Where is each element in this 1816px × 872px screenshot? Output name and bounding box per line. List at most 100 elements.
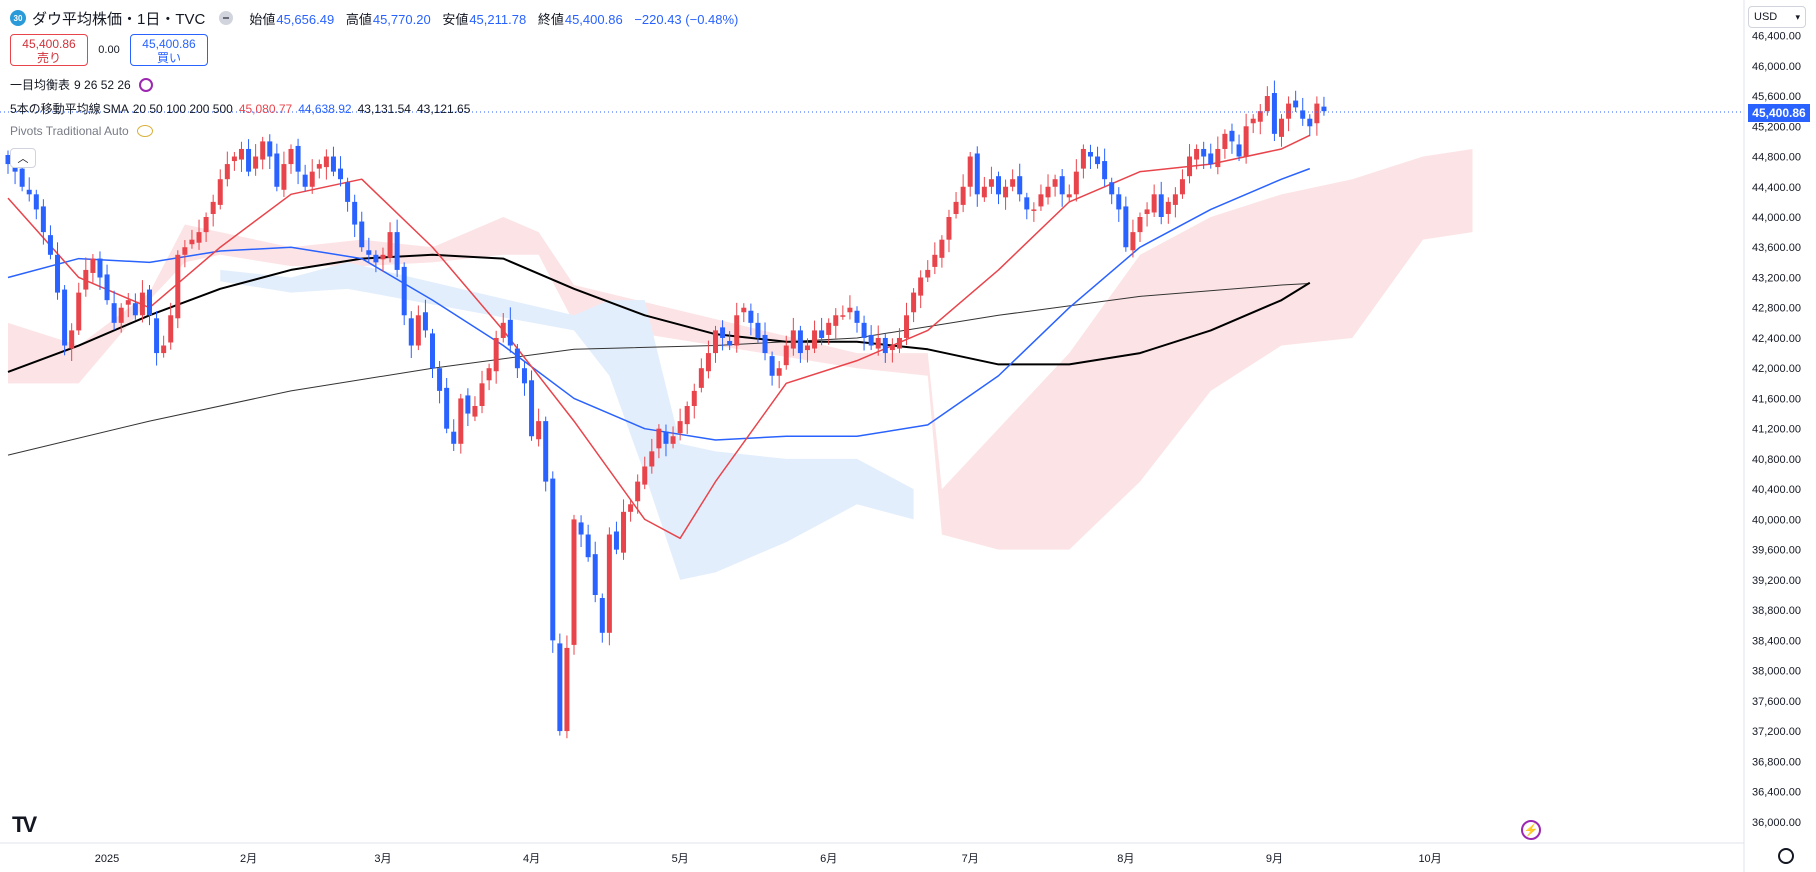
candle-body <box>988 179 994 187</box>
price-tick-label: 39,200.00 <box>1752 575 1801 587</box>
candle-body <box>981 186 987 198</box>
candle-body <box>663 431 669 444</box>
candle-body <box>1130 232 1136 251</box>
collapse-legend-button[interactable]: ︿ <box>10 148 36 168</box>
candle-body <box>621 511 627 553</box>
candle-body <box>960 186 966 205</box>
candle-body <box>804 345 810 351</box>
candle-body <box>861 322 867 338</box>
ichimoku-legend[interactable]: 一目均衡表 9 26 52 26 <box>10 76 153 93</box>
candle-body <box>705 353 711 372</box>
candle-body <box>826 322 832 335</box>
candle-body <box>918 277 924 296</box>
sma20-value: 45,080.77 <box>238 101 293 116</box>
eye-hidden-icon[interactable] <box>136 125 153 137</box>
candle-body <box>161 345 167 354</box>
candle-body <box>302 174 308 187</box>
candle-body <box>1243 126 1249 157</box>
pivots-legend[interactable]: Pivots Traditional Auto <box>10 124 153 138</box>
price-tick-label: 45,200.00 <box>1752 121 1801 133</box>
close-label: 終値 <box>537 11 564 27</box>
last-price-label: 45,400.86 <box>1748 104 1810 122</box>
buy-button[interactable]: 45,400.86 買い <box>130 34 208 66</box>
candle-body <box>889 345 895 351</box>
buy-price: 45,400.86 <box>142 37 196 51</box>
minimize-icon[interactable] <box>219 11 234 25</box>
candle-body <box>613 531 619 550</box>
currency-select[interactable]: USD ▾ <box>1748 6 1806 28</box>
ichimoku-params: 9 26 52 26 <box>74 77 131 92</box>
candle-body <box>896 337 902 349</box>
change-value: −220.43 (−0.48%) <box>634 11 739 27</box>
candle-body <box>47 235 53 255</box>
open-label: 始値 <box>249 11 276 27</box>
candle-body <box>295 145 301 172</box>
sma-legend[interactable]: 5本の移動平均線 SMA 20 50 100 200 500 45,080.77… <box>10 100 470 117</box>
sma20-line <box>7 134 1311 540</box>
candle-body <box>1222 133 1228 149</box>
candle-body <box>1158 194 1164 217</box>
price-tick-label: 42,400.00 <box>1752 333 1801 345</box>
price-tick-label: 38,800.00 <box>1752 605 1801 617</box>
candle-body <box>1236 144 1242 157</box>
candle-body <box>1215 148 1221 168</box>
time-tick-label: 2025 <box>95 853 119 865</box>
candle-body <box>776 368 782 376</box>
candle-body <box>713 330 718 354</box>
candle-body <box>578 522 584 535</box>
candle-body <box>557 643 563 732</box>
candle-body <box>939 239 945 258</box>
price-tick-label: 39,600.00 <box>1752 545 1801 557</box>
candle-body <box>83 269 89 290</box>
price-tick-label: 36,400.00 <box>1752 787 1801 799</box>
candle-body <box>1314 103 1320 124</box>
candle-body <box>734 315 740 346</box>
candle-body <box>592 554 598 595</box>
candle-body <box>422 312 428 331</box>
candle-body <box>1264 96 1270 112</box>
candle-body <box>246 148 252 172</box>
sell-button[interactable]: 45,400.86 売り <box>10 34 88 66</box>
candle-body <box>330 156 336 172</box>
candle-body <box>953 201 959 214</box>
candle-body <box>656 428 662 449</box>
candle-body <box>458 398 464 444</box>
candle-body <box>521 368 527 384</box>
price-tick-label: 40,400.00 <box>1752 484 1801 496</box>
price-tick-label: 45,600.00 <box>1752 91 1801 103</box>
candle-body <box>1293 100 1299 108</box>
candle-body <box>1073 171 1079 195</box>
refresh-icon[interactable] <box>138 77 153 92</box>
price-tick-label: 46,400.00 <box>1752 31 1801 43</box>
candle-body <box>267 141 273 157</box>
candle-body <box>996 176 1001 195</box>
candlesticks <box>5 80 1327 739</box>
close-value: 45,400.86 <box>564 11 623 27</box>
candle-body <box>338 168 344 180</box>
price-axis[interactable]: 46,400.00 46,000.00 45,600.00 45,200.00 44,8… <box>1752 31 1801 829</box>
candle-body <box>479 383 485 406</box>
time-tick-label: 7月 <box>962 853 979 865</box>
candle-body <box>585 534 591 558</box>
candle-body <box>628 504 634 512</box>
lightning-icon[interactable]: ⚡ <box>1521 820 1541 840</box>
cloud-bull-band <box>8 148 1473 550</box>
price-tick-label: 37,200.00 <box>1752 726 1801 738</box>
time-axis[interactable]: 2025 2月 3月 4月 5月 6月 7月 8月 9月 10月 <box>95 853 1442 865</box>
candle-body <box>529 380 535 437</box>
candle-body <box>748 310 754 323</box>
candle-body <box>500 322 506 338</box>
candle-body <box>260 141 266 160</box>
candle-body <box>1144 209 1150 214</box>
candle-body <box>1116 194 1122 210</box>
candle-body <box>769 356 775 376</box>
chevron-up-icon: ︿ <box>17 153 29 165</box>
candle-body <box>281 164 287 190</box>
candle-body <box>139 292 145 316</box>
gear-icon[interactable] <box>1778 848 1794 864</box>
candle-body <box>1201 148 1207 157</box>
tradingview-logo-icon[interactable]: TV <box>12 812 37 837</box>
symbol-title[interactable]: ダウ平均株価・1日・TVC <box>32 10 206 28</box>
candle-body <box>493 337 499 372</box>
